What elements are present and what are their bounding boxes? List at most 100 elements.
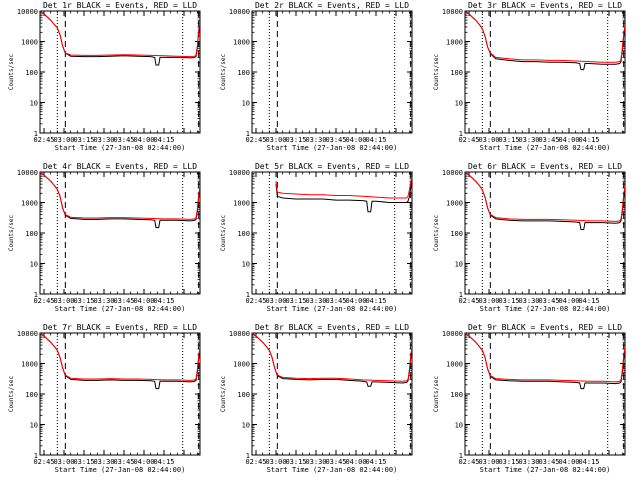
y-tick-label: 100: [237, 391, 250, 399]
x-tick-label: 03:00: [478, 458, 499, 466]
y-axis-label: Counts/sec: [433, 215, 440, 252]
y-tick-label: 10: [30, 422, 38, 430]
x-tick-label: 02:45: [458, 136, 479, 144]
panel-title: Det 6r BLACK = Events, RED = LLD: [468, 162, 622, 171]
x-tick-label: 02:45: [245, 458, 266, 466]
y-tick-label: 1000: [233, 361, 250, 369]
y-tick-label: 10000: [229, 169, 250, 177]
x-tick-label: 03:00: [53, 297, 74, 305]
x-axis-label: Start Time (27-Jan-08 02:44:00): [267, 305, 398, 313]
plot-frame: [251, 10, 413, 134]
y-tick-label: 1000: [21, 361, 38, 369]
x-tick-label: 03:45: [113, 458, 134, 466]
y-tick-label: 1: [459, 452, 463, 460]
y-axis-label: Counts/sec: [220, 54, 227, 91]
panel-title: Det 7r BLACK = Events, RED = LLD: [43, 323, 197, 332]
plot-frame: [39, 332, 201, 456]
x-tick-label: 03:45: [113, 136, 134, 144]
y-axis-label: Counts/sec: [433, 54, 440, 91]
x-tick-label: 03:15: [73, 458, 94, 466]
y-tick-label: 100: [25, 69, 38, 77]
x-tick-label: 04:00: [345, 458, 366, 466]
events-line: [40, 11, 200, 66]
y-tick-label: 1: [34, 452, 38, 460]
lld-line: [40, 333, 200, 381]
panel-title: Det 3r BLACK = Events, RED = LLD: [468, 1, 622, 10]
x-tick-label: 04:00: [558, 136, 579, 144]
panel-title: Det 9r BLACK = Events, RED = LLD: [468, 323, 622, 332]
plot-content: [465, 11, 625, 133]
x-tick-label: 03:15: [285, 297, 306, 305]
lld-line: [252, 333, 412, 382]
x-tick-label: 04:00: [133, 458, 154, 466]
x-tick-label: 03:00: [53, 458, 74, 466]
y-axis-label: Counts/sec: [8, 215, 15, 252]
y-tick-label: 1: [246, 452, 250, 460]
x-tick-label: 03:30: [305, 136, 326, 144]
x-tick-label: 03:15: [498, 136, 519, 144]
plot-frame: [251, 171, 413, 295]
y-tick-label: 10000: [229, 330, 250, 338]
chart-panel-1: Det 1r BLACK = Events, RED = LLD 1 10 100 10…: [8, 1, 201, 152]
y-tick-label: 100: [450, 69, 463, 77]
chart-panel-3: Det 3r BLACK = Events, RED = LLD 1 10 100 10…: [433, 1, 626, 152]
x-tick-label: 03:00: [265, 297, 286, 305]
y-tick-label: 10: [242, 261, 250, 269]
lld-line: [465, 172, 625, 222]
x-axis-label: Start Time (27-Jan-08 02:44:00): [480, 144, 611, 152]
y-tick-label: 10: [30, 261, 38, 269]
x-tick-label: 03:00: [478, 297, 499, 305]
y-tick-label: 1: [34, 130, 38, 138]
lld-line: [275, 176, 412, 199]
y-tick-label: 100: [237, 69, 250, 77]
x-tick-label: 03:00: [478, 136, 499, 144]
x-axis-label: Start Time (27-Jan-08 02:44:00): [267, 144, 398, 152]
y-tick-label: 10: [242, 422, 250, 430]
chart-panel-9: Det 9r BLACK = Events, RED = LLD 1 10 100 10…: [433, 323, 626, 474]
events-line: [275, 181, 412, 213]
x-tick-label: 03:45: [325, 297, 346, 305]
panel-title: Det 4r BLACK = Events, RED = LLD: [43, 162, 197, 171]
plot-frame: [464, 10, 626, 134]
x-tick-label: 03:15: [498, 297, 519, 305]
x-tick-label: 04:00: [558, 458, 579, 466]
chart-panel-4: Det 4r BLACK = Events, RED = LLD 1 10 100 10…: [8, 162, 201, 313]
plot-content: [465, 172, 625, 294]
x-tick-label: 03:30: [93, 136, 114, 144]
y-axis-label: Counts/sec: [220, 376, 227, 413]
x-tick-label: 03:45: [113, 297, 134, 305]
y-tick-label: 1: [459, 130, 463, 138]
x-tick-label: 02:45: [33, 458, 54, 466]
y-tick-label: 100: [237, 230, 250, 238]
y-tick-label: 10000: [229, 8, 250, 16]
x-tick-label: 02:45: [458, 458, 479, 466]
y-tick-label: 10000: [442, 169, 463, 177]
panel-title: Det 1r BLACK = Events, RED = LLD: [43, 1, 197, 10]
y-tick-label: 10: [30, 100, 38, 108]
panel-title: Det 5r BLACK = Events, RED = LLD: [255, 162, 409, 171]
plot-frame: [251, 332, 413, 456]
chart-panel-2: Det 2r BLACK = Events, RED = LLD 1 10 100 10…: [220, 1, 413, 152]
x-tick-label: 04:15: [365, 136, 386, 144]
x-tick-label: 03:00: [265, 136, 286, 144]
x-axis-label: Start Time (27-Jan-08 02:44:00): [55, 305, 186, 313]
x-tick-label: 03:30: [93, 297, 114, 305]
x-tick-label: 03:15: [73, 297, 94, 305]
y-tick-label: 1000: [21, 200, 38, 208]
x-axis-label: Start Time (27-Jan-08 02:44:00): [267, 466, 398, 474]
x-tick-label: 04:00: [133, 297, 154, 305]
y-tick-label: 1: [459, 291, 463, 299]
y-axis-label: Counts/sec: [433, 376, 440, 413]
x-tick-label: 04:15: [153, 297, 174, 305]
y-tick-label: 10: [455, 100, 463, 108]
x-tick-label: 02:45: [33, 297, 54, 305]
x-tick-label: 04:00: [558, 297, 579, 305]
y-tick-label: 1000: [21, 39, 38, 47]
y-axis-label: Counts/sec: [220, 215, 227, 252]
x-tick-label: 03:45: [538, 297, 559, 305]
events-line: [465, 11, 625, 71]
x-axis-label: Start Time (27-Jan-08 02:44:00): [480, 305, 611, 313]
plot-frame: [464, 171, 626, 295]
plot-frame: [39, 10, 201, 134]
